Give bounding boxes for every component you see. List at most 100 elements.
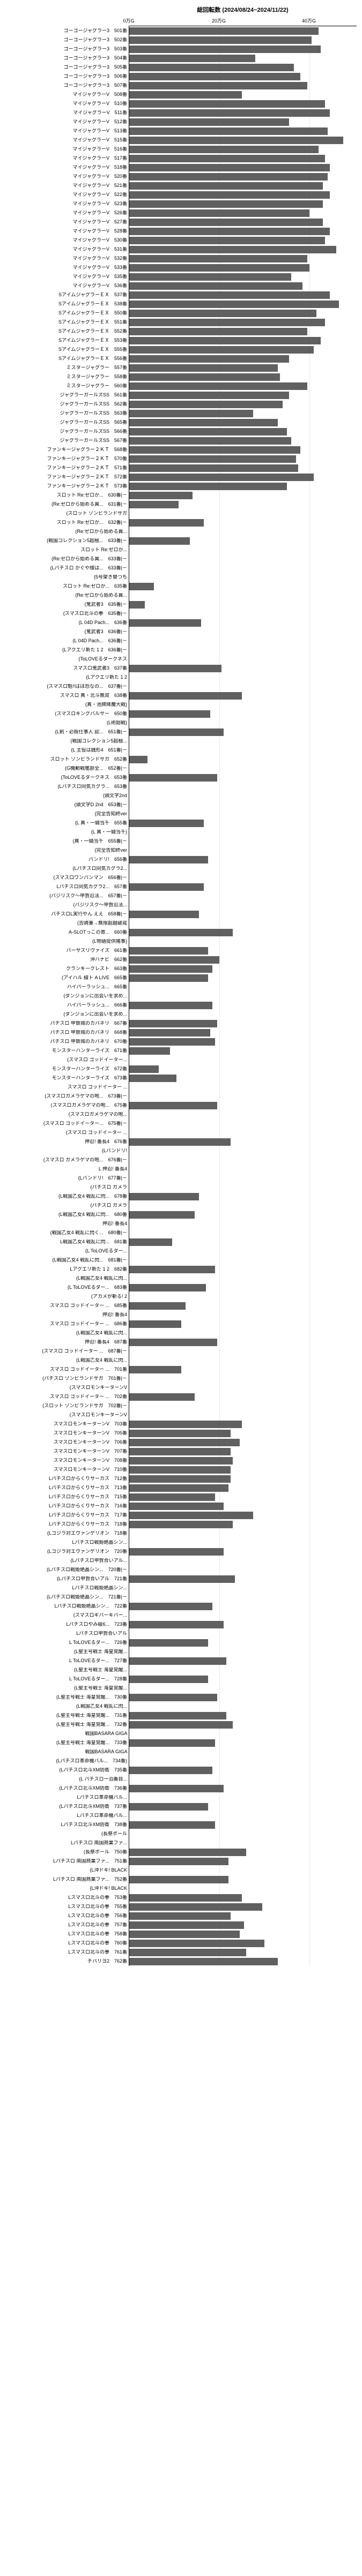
chart-row: (Lゴジラ対エヴァンゲリオン 720番 — [129, 1547, 357, 1556]
bar — [129, 1821, 215, 1829]
row-label: (Lパチスロ戦姫絶晶シン... 720番|－ — [2, 1567, 129, 1572]
chart-row: スマスロ ゴッドイーター ... 701番 — [129, 1365, 357, 1374]
row-label: スマスロモンキーターンV 703番 — [2, 1422, 129, 1426]
row-label: (長祭ボール 750番 — [2, 1850, 129, 1854]
chart-row: (L戦国乙女4 戦乱に閃... 681番|－ — [129, 1256, 357, 1265]
chart-row: (L 真・一騎当千 655番 — [129, 818, 357, 828]
chart-row: (鬼武者3 635番|－ — [129, 600, 357, 609]
row-label: (パチスロ ガメラ — [2, 1203, 129, 1208]
chart-row: スロット Re:ゼロか... — [129, 545, 357, 554]
row-label: マイジャグラーV 516番 — [2, 147, 129, 152]
row-label: ジャグラーガールズSS 565番 — [2, 420, 129, 425]
chart-row: マイジャグラーV 527番 — [129, 217, 357, 227]
chart-row: マイジャグラーV 536番 — [129, 281, 357, 290]
bar — [129, 1849, 246, 1856]
bar — [129, 1302, 186, 1310]
row-label: (L ToLOVEるダー... — [2, 1249, 129, 1253]
chart-row: (スマスロモンキーターンV — [129, 1410, 357, 1420]
chart-row: (スマスロガメラゲマの咆... 673番|－ — [129, 1092, 357, 1101]
chart-row: (L剣・必殺仕事人 認... 651番|－ — [129, 727, 357, 737]
row-label: SアイムジャグラーＥＸ 555番 — [2, 347, 129, 352]
row-label: Lパチスロ 南国商業ファ... — [2, 1841, 129, 1845]
chart-row: 戦国BASARA GIGA — [129, 1747, 357, 1756]
chart-row: Lパチスロ北斗ХМ防衛 738番 — [129, 1820, 357, 1829]
chart-row: パチスロL実行やん ええ 658番|－ — [129, 910, 357, 919]
bar — [129, 1493, 215, 1501]
chart-row: 沖ハナビ 662番 — [129, 955, 357, 964]
chart-row: スマスロモンキーターンV 707番 — [129, 1447, 357, 1456]
row-label: (吉崎兼→無限超越破戒 — [2, 921, 129, 926]
bar — [129, 1339, 217, 1346]
chart-row: スマスロモンキーターンV 708番 — [129, 1456, 357, 1465]
chart-row: マイジャグラーV 520番 — [129, 172, 357, 181]
bar — [129, 182, 323, 190]
row-label: (L聖主号戦士 海皇覚醒... 733番 — [2, 1740, 129, 1745]
bar — [129, 337, 321, 344]
chart-row: SアイムジャグラーＥＸ 552番 — [129, 327, 357, 336]
row-label: (L聖主号戦士 海皇覚醒... 731番 — [2, 1713, 129, 1718]
row-label: Lパチスロ北斗ХМ防衛 738番 — [2, 1822, 129, 1827]
chart-row: マイジャグラーV 512番 — [129, 117, 357, 126]
bar — [129, 1785, 224, 1792]
chart-row: (Lパチスロ北斗ХМ防衛 736番 — [129, 1784, 357, 1793]
row-label: (戦国コレクション5超極... 633番|－ — [2, 538, 129, 543]
row-label: (完全告知終ver — [2, 848, 129, 853]
bar — [129, 1903, 262, 1911]
row-label: (Lバンドリ! 677番|－ — [2, 1176, 129, 1181]
chart-row: (L聖主号戦士 海皇覚醒... — [129, 1647, 357, 1656]
bar — [129, 246, 336, 253]
chart-row: スマスロ鬼武者3 637番 — [129, 664, 357, 673]
bar — [129, 1521, 233, 1528]
chart-row: (スマスロガメラゲマの咆... — [129, 1110, 357, 1119]
chart-row: (長祭ボール — [129, 1829, 357, 1838]
row-label: (バジリスク〜甲賀忍法... — [2, 903, 129, 907]
bar — [129, 155, 325, 162]
row-label: マイジャグラーV 528番 — [2, 229, 129, 234]
chart-row: Lパチスロ戦姫絶晶シン... 722番 — [129, 1602, 357, 1611]
chart-row: Lパチスロ革命機バル... — [129, 1811, 357, 1820]
row-label: (ToLOVEるダークネス 653番 — [2, 775, 129, 780]
chart-row: (真・池牌降魔大戦) — [129, 700, 357, 709]
row-label: Lパチスロ戦姫絶晶シン... — [2, 1586, 129, 1590]
bar — [129, 355, 289, 363]
chart-row: (L 真・一騎当千) — [129, 828, 357, 837]
chart-row: (Lパチスロ かぐや様は... 633番|－ — [129, 564, 357, 573]
bar — [129, 1694, 217, 1701]
bar — [129, 1958, 278, 1965]
row-label: Lパチスロ甲賀合いアル — [2, 1631, 129, 1636]
chart-row: SアイムジャグラーＥＸ 555番 — [129, 345, 357, 354]
chart-row: (5号架き替つち — [129, 573, 357, 582]
bar — [129, 73, 300, 80]
bar — [129, 1575, 235, 1583]
chart-row: (Lパチスロ北斗ХМ防衛 737番 — [129, 1802, 357, 1811]
bar — [129, 401, 283, 408]
chart-row: (L物語提供賭事) — [129, 937, 357, 946]
chart-row: (スマスロギバーキバー... — [129, 1611, 357, 1620]
bar — [129, 1448, 231, 1455]
row-label: (L 04D Pach... 636番 — [2, 620, 129, 625]
chart-row: Lスマスロ北斗の拳 755番 — [129, 1902, 357, 1911]
chart-title: 総回転数 (2024/08/24~2024/11/22) — [0, 5, 357, 14]
bar — [129, 1038, 215, 1046]
chart-row: パチスロ 甲鉄城のカバネリ 668番 — [129, 1028, 357, 1037]
row-label: モンスターハンターライズ 671番 — [2, 1048, 129, 1053]
bar — [129, 437, 291, 445]
bar — [129, 91, 242, 99]
row-label: (スロット ゾンビランドサガ 702番|－ — [2, 1403, 129, 1408]
row-label: マイジャグラーV 527番 — [2, 220, 129, 224]
row-label: (Lパチスロ北斗ХМ防衛 735番 — [2, 1768, 129, 1773]
row-label: (L剣・必殺仕事人 認... 651番|－ — [2, 730, 129, 734]
chart-row: マイジャグラーV 528番 — [129, 227, 357, 236]
row-label: (Re:ゼロから始める異... — [2, 529, 129, 534]
chart-row: L ToLOVEるダー... 728番 — [129, 1674, 357, 1684]
row-label: クランキークレスト 663番 — [2, 966, 129, 971]
bar — [129, 692, 242, 700]
chart-row: Lパチスロ戦姫絶晶シン... — [129, 1583, 357, 1593]
chart-row: (Re:ゼロから始める異... — [129, 527, 357, 536]
row-label: (スマスロ ゴッドイーター... 675番|－ — [2, 1121, 129, 1126]
chart-row: Lパチスロからくりサーカス 712番 — [129, 1474, 357, 1483]
bar — [129, 1002, 212, 1009]
row-label: L戦国乙女4 戦乱に閃... 681番 — [2, 1240, 129, 1244]
row-label: (真・一騎当千 655番|－ — [2, 839, 129, 844]
row-label: (ダンジョンに出会いを求め... — [2, 994, 129, 998]
